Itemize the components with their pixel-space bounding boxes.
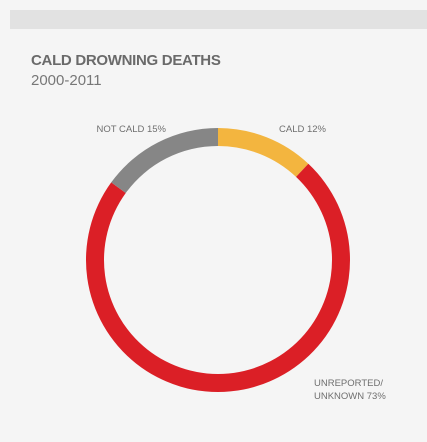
slice-label: NOT CALD 15% [96, 124, 166, 135]
chart-title: CALD DROWNING DEATHS [31, 52, 221, 69]
slice-labels: CALD 12% UNREPORTED/UNKNOWN 73% NOT CALD 1… [96, 124, 386, 402]
slice-not-cald [111, 128, 218, 193]
slice-label: UNREPORTED/UNKNOWN 73% [314, 378, 386, 402]
slice-label: CALD 12% [279, 124, 327, 135]
slice-unreported-unknown [86, 163, 351, 392]
slice-cald [218, 128, 309, 177]
chart-subtitle: 2000-2011 [31, 72, 102, 89]
top-bar [10, 10, 427, 29]
donut-slices [86, 128, 351, 392]
